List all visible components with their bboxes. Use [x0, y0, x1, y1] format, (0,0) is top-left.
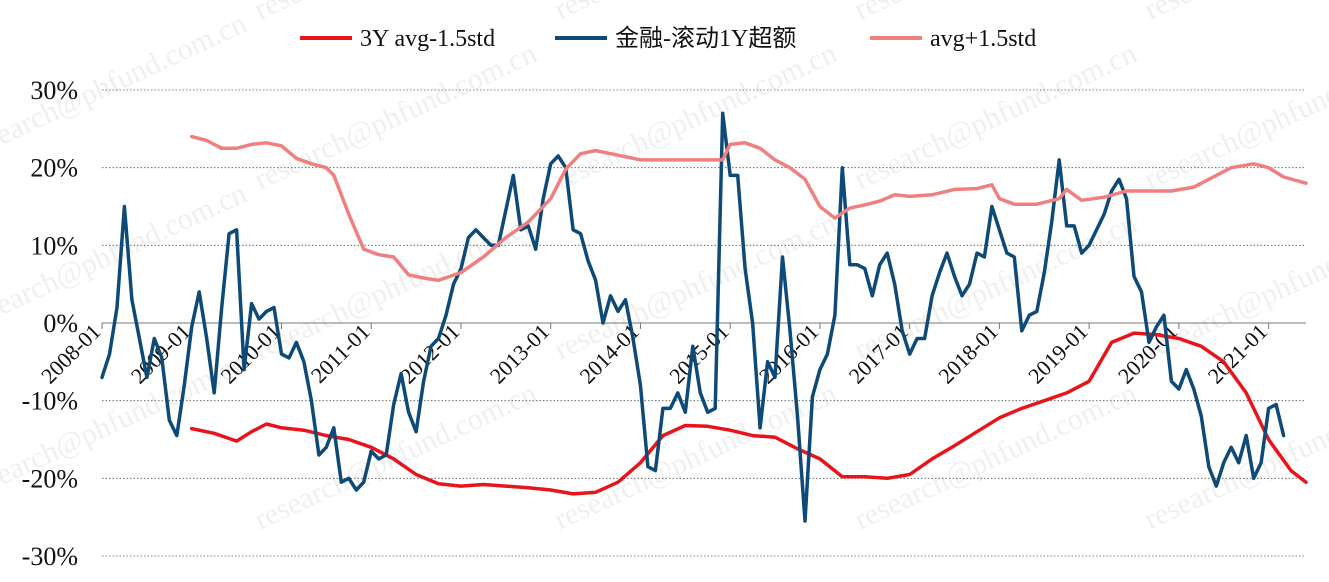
series-line-1 [189, 331, 1308, 496]
y-tick-label: 20% [30, 154, 78, 183]
legend-label: 3Y avg-1.5std [360, 26, 495, 52]
x-tick-label: 2013-01 [485, 319, 555, 389]
watermark-text: research@phfund.com.cn [249, 36, 542, 196]
watermark-text: research@phfund.com.cn [849, 0, 1142, 26]
y-axis-ticks: 30% 20% 10% 0% -10% -20% -30% [22, 76, 78, 571]
legend-label: 金融-滚动1Y超额 [615, 25, 796, 52]
watermark-text: research@phfund.com.cn [1139, 0, 1329, 26]
y-tick-label: 30% [30, 76, 78, 105]
watermark-text: research@phfund.com.cn [1139, 36, 1329, 196]
legend-label: avg+1.5std [930, 26, 1036, 52]
gridlines [102, 89, 1306, 557]
series-line-2 [100, 111, 1286, 523]
watermark-text: research@phfund.com.cn [249, 0, 542, 26]
y-tick-label: 10% [30, 231, 78, 260]
watermark-layer: research@phfund.com.cnresearch@phfund.co… [0, 0, 1329, 536]
x-tick-label: 2019-01 [1023, 319, 1093, 389]
x-tick-label: 2018-01 [933, 319, 1003, 389]
watermark-text: research@phfund.com.cn [849, 36, 1142, 196]
series-lines [100, 111, 1308, 523]
watermark-text: research@phfund.com.cn [549, 0, 842, 26]
y-tick-label: -30% [22, 542, 78, 571]
watermark-text: research@phfund.com.cn [249, 206, 542, 366]
y-tick-label: 0% [43, 309, 78, 338]
y-tick-label: -20% [22, 464, 78, 493]
series-line-3 [189, 134, 1308, 283]
legend: 3Y avg-1.5std 金融-滚动1Y超额 avg+1.5std [300, 25, 1036, 52]
y-tick-label: -10% [22, 387, 78, 416]
